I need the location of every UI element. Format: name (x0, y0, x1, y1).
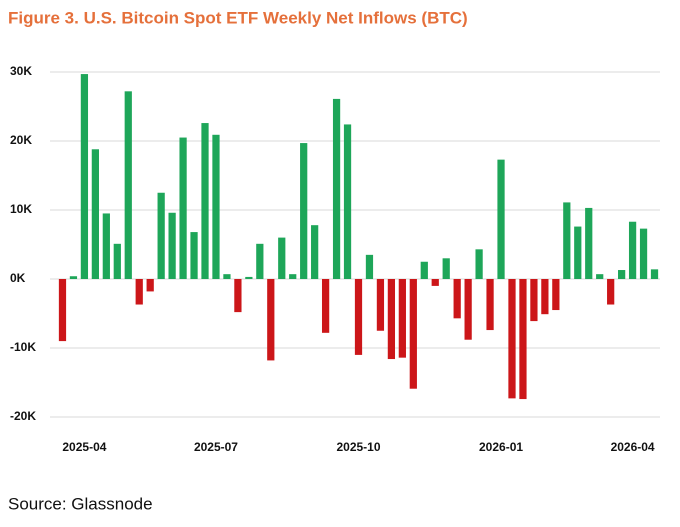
bar (354, 279, 363, 355)
source-note: Source: Glassnode (8, 494, 153, 513)
bar (289, 274, 297, 279)
bar (146, 279, 154, 292)
bar (628, 221, 637, 279)
bar (409, 279, 417, 389)
y-tick-label: -10K (10, 340, 36, 354)
bar (607, 279, 615, 305)
bar (311, 225, 319, 279)
bar (113, 243, 121, 279)
bar (58, 279, 67, 342)
bar (387, 279, 396, 360)
bar (464, 279, 472, 340)
bar (453, 279, 461, 319)
x-tick-label: 2025-10 (336, 440, 380, 454)
bar (278, 237, 286, 279)
bar (585, 207, 593, 279)
bar (201, 123, 209, 279)
bar (639, 228, 648, 279)
bar (245, 276, 253, 279)
x-tick-label: 2026-04 (611, 440, 655, 454)
bar (596, 274, 604, 279)
chart-title: Figure 3. U.S. Bitcoin Spot ETF Weekly N… (8, 8, 468, 27)
y-tick-label: 10K (10, 202, 32, 216)
bar (80, 74, 89, 279)
y-tick-label: 30K (10, 64, 32, 78)
bar (376, 279, 385, 331)
bar (552, 279, 560, 311)
bar (343, 124, 352, 279)
bar (91, 149, 99, 279)
bar (442, 258, 450, 279)
bar (497, 159, 505, 279)
bar (486, 279, 494, 331)
bar (190, 232, 198, 279)
x-tick-label: 2026-01 (479, 440, 523, 454)
bar (332, 98, 341, 279)
bar (179, 137, 187, 279)
bar (618, 270, 626, 279)
x-tick-label: 2025-04 (62, 440, 106, 454)
bar (256, 243, 264, 279)
bar (365, 254, 374, 279)
bar (168, 212, 176, 279)
bar (530, 279, 538, 322)
bar (475, 249, 483, 279)
bar (102, 213, 110, 279)
y-tick-label: 0K (10, 271, 26, 285)
y-tick-label: -20K (10, 409, 36, 423)
y-tick-label: 20K (10, 133, 32, 147)
bar (321, 279, 330, 333)
bar (234, 279, 242, 313)
bar (650, 269, 659, 279)
bar (135, 279, 143, 305)
bar (398, 279, 406, 358)
bar (519, 279, 527, 400)
bar (431, 279, 439, 286)
bar (212, 134, 220, 279)
bar (223, 274, 231, 279)
bar (124, 91, 132, 279)
bar (267, 279, 275, 361)
bar (541, 279, 549, 315)
bar (300, 143, 308, 279)
bar (508, 279, 516, 399)
bar (69, 276, 78, 279)
bar (157, 192, 165, 279)
bar (574, 226, 582, 279)
x-tick-label: 2025-07 (194, 440, 238, 454)
bar (563, 202, 571, 279)
bar (420, 261, 428, 279)
